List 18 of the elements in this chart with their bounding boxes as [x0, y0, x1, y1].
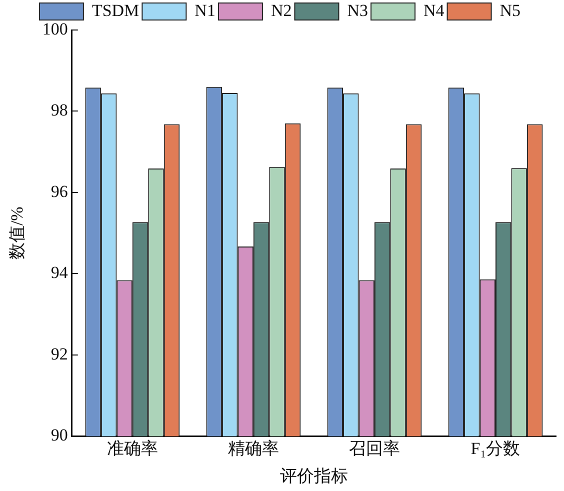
legend-label: N1 [194, 0, 216, 20]
y-tick-label: 90 [50, 426, 68, 445]
y-tick-label: 92 [50, 344, 68, 364]
x-tick-label: 准确率 [106, 438, 158, 458]
legend-label: N3 [347, 0, 368, 20]
legend-label: N5 [500, 0, 521, 20]
y-tick-label: 96 [50, 182, 68, 201]
x-tick-label: F₁分数 [470, 438, 520, 458]
legend-label: TSDM [92, 0, 140, 20]
y-tick-label: 100 [42, 19, 68, 38]
y-axis-title: 数值/% [8, 206, 27, 260]
legend-label: N2 [270, 0, 292, 20]
y-tick-label: 98 [50, 100, 68, 120]
x-tick-label: 召回率 [348, 438, 400, 458]
legend-label: N4 [424, 0, 445, 20]
y-tick-label: 94 [50, 263, 68, 282]
x-tick-label: 精确率 [228, 438, 279, 458]
x-axis-title: 评价指标 [280, 466, 348, 486]
